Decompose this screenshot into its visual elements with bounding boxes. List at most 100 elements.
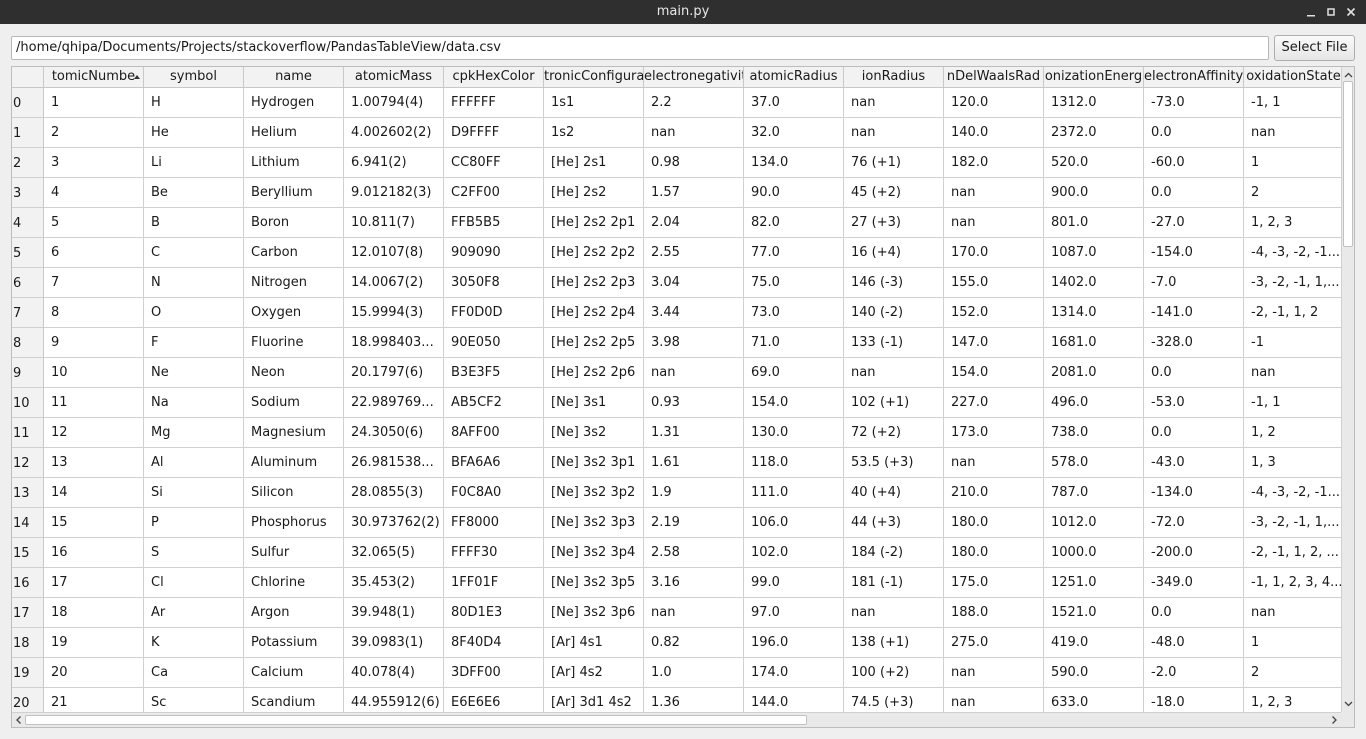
column-header-vanDelWaalsRadius[interactable]: nDelWaalsRad [944, 67, 1044, 87]
table-cell[interactable]: FFB5B5 [444, 208, 544, 238]
table-cell[interactable]: 2.2 [644, 88, 744, 118]
table-cell[interactable]: 74.5 (+3) [844, 688, 944, 712]
table-cell[interactable]: nan [944, 178, 1044, 208]
table-cell[interactable]: 71.0 [744, 328, 844, 358]
table-cell[interactable]: 76 (+1) [844, 148, 944, 178]
table-cell[interactable]: [He] 2s2 2p4 [544, 298, 644, 328]
table-cell[interactable]: 3 [44, 148, 144, 178]
table-cell[interactable]: He [144, 118, 244, 148]
table-cell[interactable]: 5 [44, 208, 144, 238]
table-cell[interactable]: 12 [44, 418, 144, 448]
vertical-scroll-thumb[interactable] [1343, 81, 1353, 247]
table-cell[interactable]: [He] 2s1 [544, 148, 644, 178]
table-cell[interactable]: Ne [144, 358, 244, 388]
table-cell[interactable]: nan [944, 688, 1044, 712]
table-cell[interactable]: 1000.0 [1044, 538, 1144, 568]
table-cell[interactable]: Hydrogen [244, 88, 344, 118]
table-cell[interactable]: nan [844, 358, 944, 388]
table-cell[interactable]: 1.0 [644, 658, 744, 688]
table-cell[interactable]: 900.0 [1044, 178, 1144, 208]
file-path-input[interactable]: /home/qhipa/Documents/Projects/stackover… [11, 36, 1269, 60]
table-cell[interactable]: B3E3F5 [444, 358, 544, 388]
row-header[interactable]: 19 [12, 658, 43, 688]
table-cell[interactable]: -27.0 [1144, 208, 1244, 238]
table-cell[interactable]: 45 (+2) [844, 178, 944, 208]
table-cell[interactable]: 801.0 [1044, 208, 1144, 238]
horizontal-scrollbar[interactable] [12, 712, 1354, 727]
table-cell[interactable]: 3.16 [644, 568, 744, 598]
table-cell[interactable]: 144.0 [744, 688, 844, 712]
table-cell[interactable]: nan [944, 448, 1044, 478]
table-cell[interactable]: 8 [44, 298, 144, 328]
table-cell[interactable]: Nitrogen [244, 268, 344, 298]
table-cell[interactable]: S [144, 538, 244, 568]
table-cell[interactable]: 188.0 [944, 598, 1044, 628]
row-header[interactable]: 16 [12, 568, 43, 598]
table-cell[interactable]: 1.9 [644, 478, 744, 508]
column-header-atomicNumber[interactable]: tomicNumbe [44, 67, 144, 87]
table-cell[interactable]: CC80FF [444, 148, 544, 178]
table-cell[interactable]: 9 [44, 328, 144, 358]
table-cell[interactable]: 1.36 [644, 688, 744, 712]
table-cell[interactable]: 170.0 [944, 238, 1044, 268]
table-cell[interactable]: [Ar] 3d1 4s2 [544, 688, 644, 712]
table-cell[interactable]: -154.0 [1144, 238, 1244, 268]
table-cell[interactable]: 1, 2, 3 [1244, 208, 1341, 238]
table-cell[interactable]: 155.0 [944, 268, 1044, 298]
table-cell[interactable]: 3.04 [644, 268, 744, 298]
row-header[interactable]: 15 [12, 538, 43, 568]
table-cell[interactable]: 37.0 [744, 88, 844, 118]
table-cell[interactable]: 1.00794(4) [344, 88, 444, 118]
table-cell[interactable]: Ar [144, 598, 244, 628]
table-cell[interactable]: 152.0 [944, 298, 1044, 328]
table-cell[interactable]: 138 (+1) [844, 628, 944, 658]
table-cell[interactable]: nan [944, 658, 1044, 688]
table-cell[interactable]: 1251.0 [1044, 568, 1144, 598]
table-cell[interactable]: -48.0 [1144, 628, 1244, 658]
table-cell[interactable]: 82.0 [744, 208, 844, 238]
row-header[interactable]: 13 [12, 478, 43, 508]
table-cell[interactable]: 175.0 [944, 568, 1044, 598]
table-cell[interactable]: 80D1E3 [444, 598, 544, 628]
table-cell[interactable]: 140.0 [944, 118, 1044, 148]
table-cell[interactable]: 2372.0 [1044, 118, 1144, 148]
table-cell[interactable]: -43.0 [1144, 448, 1244, 478]
table-cell[interactable]: 1087.0 [1044, 238, 1144, 268]
vertical-scrollbar[interactable] [1341, 67, 1354, 712]
table-cell[interactable]: 11 [44, 388, 144, 418]
table-cell[interactable]: AB5CF2 [444, 388, 544, 418]
table-cell[interactable]: K [144, 628, 244, 658]
scroll-down-arrow-icon[interactable] [1342, 697, 1354, 710]
table-corner-button[interactable] [12, 67, 44, 88]
table-cell[interactable]: 20.1797(6) [344, 358, 444, 388]
table-cell[interactable]: 1.61 [644, 448, 744, 478]
data-table[interactable]: tomicNumbe symbol name atomicMass cpkHexColo… [11, 66, 1355, 728]
table-cell[interactable]: 106.0 [744, 508, 844, 538]
table-cell[interactable]: 21 [44, 688, 144, 712]
table-cell[interactable]: 2.04 [644, 208, 744, 238]
table-cell[interactable]: 32.0 [744, 118, 844, 148]
row-header[interactable]: 14 [12, 508, 43, 538]
table-cell[interactable]: F [144, 328, 244, 358]
table-cell[interactable]: D9FFFF [444, 118, 544, 148]
table-cell[interactable]: -1, 1 [1244, 388, 1341, 418]
table-cell[interactable]: 1 [1244, 628, 1341, 658]
table-cell[interactable]: 102.0 [744, 538, 844, 568]
table-cell[interactable]: nan [1244, 358, 1341, 388]
table-cell[interactable]: 20 [44, 658, 144, 688]
table-cell[interactable]: Si [144, 478, 244, 508]
table-cell[interactable]: nan [844, 598, 944, 628]
table-cell[interactable]: 0.98 [644, 148, 744, 178]
table-cell[interactable]: 118.0 [744, 448, 844, 478]
row-header[interactable]: 12 [12, 448, 43, 478]
table-cell[interactable]: 77.0 [744, 238, 844, 268]
row-header[interactable]: 6 [12, 268, 43, 298]
table-cell[interactable]: -134.0 [1144, 478, 1244, 508]
table-cell[interactable]: 9.012182(3) [344, 178, 444, 208]
table-cell[interactable]: 40 (+4) [844, 478, 944, 508]
table-cell[interactable]: 1012.0 [1044, 508, 1144, 538]
table-cell[interactable]: 28.0855(3) [344, 478, 444, 508]
table-cell[interactable]: 2 [1244, 658, 1341, 688]
table-cell[interactable]: 75.0 [744, 268, 844, 298]
table-cell[interactable]: BFA6A6 [444, 448, 544, 478]
